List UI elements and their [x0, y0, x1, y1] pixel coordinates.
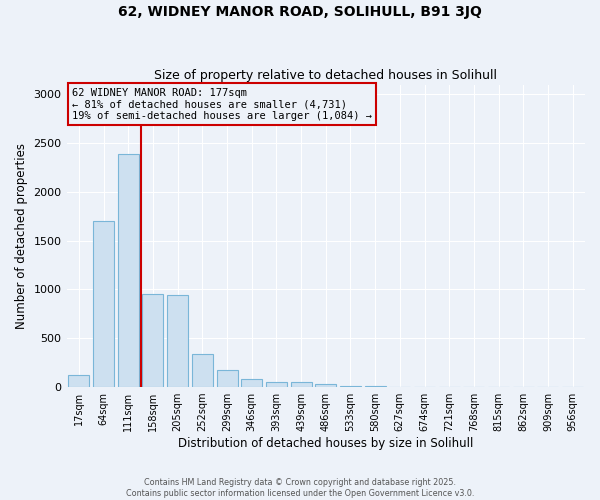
Text: Contains HM Land Registry data © Crown copyright and database right 2025.
Contai: Contains HM Land Registry data © Crown c…: [126, 478, 474, 498]
Bar: [118, 154, 139, 387]
Bar: [241, 380, 262, 387]
Bar: [167, 296, 188, 387]
X-axis label: Distribution of detached houses by size in Solihull: Distribution of detached houses by size …: [178, 437, 473, 450]
Bar: [68, 376, 89, 387]
Bar: [290, 382, 311, 387]
Bar: [340, 386, 361, 387]
Text: 62, WIDNEY MANOR ROAD, SOLIHULL, B91 3JQ: 62, WIDNEY MANOR ROAD, SOLIHULL, B91 3JQ: [118, 5, 482, 19]
Bar: [192, 354, 213, 387]
Bar: [266, 382, 287, 387]
Bar: [217, 370, 238, 387]
Bar: [93, 221, 114, 387]
Bar: [315, 384, 336, 387]
Title: Size of property relative to detached houses in Solihull: Size of property relative to detached ho…: [154, 69, 497, 82]
Bar: [365, 386, 386, 387]
Y-axis label: Number of detached properties: Number of detached properties: [15, 143, 28, 329]
Bar: [142, 294, 163, 387]
Text: 62 WIDNEY MANOR ROAD: 177sqm
← 81% of detached houses are smaller (4,731)
19% of: 62 WIDNEY MANOR ROAD: 177sqm ← 81% of de…: [72, 88, 372, 121]
